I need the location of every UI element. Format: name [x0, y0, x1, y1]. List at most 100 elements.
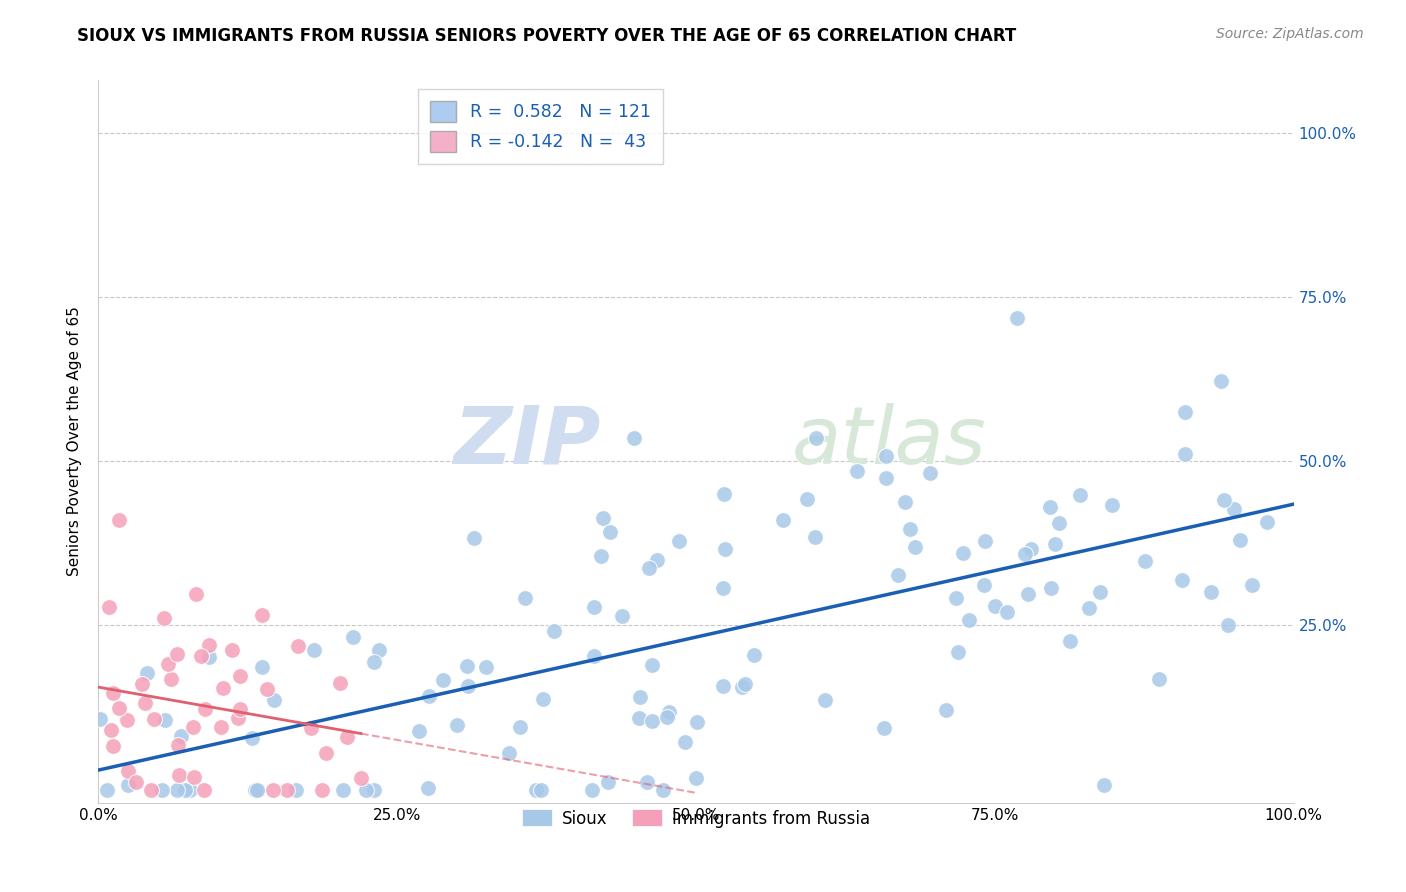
Point [342, 630, 364, 644]
Point [131, 677, 153, 691]
Point [641, 657, 664, 672]
Text: Source: ZipAtlas.com: Source: ZipAtlas.com [1216, 27, 1364, 41]
Point [89, 712, 111, 726]
Point [1069, 487, 1091, 501]
Point [713, 487, 735, 501]
Point [1088, 584, 1111, 599]
Point [1133, 554, 1156, 568]
Point [285, 782, 308, 797]
Point [193, 782, 215, 797]
Point [1039, 582, 1062, 596]
Point [935, 703, 957, 717]
Point [173, 782, 195, 797]
Point [647, 553, 669, 567]
Point [946, 645, 969, 659]
Point [1017, 587, 1039, 601]
Point [179, 782, 201, 797]
Point [96, 782, 118, 797]
Point [596, 775, 619, 789]
Point [139, 782, 162, 797]
Point [973, 578, 995, 592]
Point [1077, 601, 1099, 615]
Point [457, 679, 479, 693]
Point [159, 672, 181, 686]
Point [636, 775, 658, 789]
Point [1059, 634, 1081, 648]
Point [1047, 516, 1070, 531]
Point [150, 782, 173, 797]
Point [957, 613, 980, 627]
Point [638, 561, 661, 575]
Point [302, 642, 325, 657]
Point [668, 534, 690, 549]
Point [103, 739, 125, 753]
Point [252, 607, 274, 622]
Point [599, 524, 621, 539]
Point [117, 764, 139, 779]
Point [1101, 498, 1123, 512]
Text: SIOUX VS IMMIGRANTS FROM RUSSIA SENIORS POVERTY OVER THE AGE OF 65 CORRELATION C: SIOUX VS IMMIGRANTS FROM RUSSIA SENIORS … [77, 27, 1017, 45]
Point [685, 772, 707, 786]
Point [250, 659, 273, 673]
Point [221, 643, 243, 657]
Y-axis label: Seniors Poverty Over the Age of 65: Seniors Poverty Over the Age of 65 [67, 307, 83, 576]
Point [183, 720, 205, 734]
Point [711, 679, 734, 693]
Point [117, 779, 139, 793]
Point [197, 649, 219, 664]
Point [1213, 493, 1236, 508]
Point [1019, 542, 1042, 557]
Point [651, 782, 673, 797]
Point [1201, 584, 1223, 599]
Point [742, 648, 765, 662]
Point [1170, 573, 1192, 587]
Point [1229, 533, 1251, 547]
Point [246, 782, 269, 797]
Point [136, 665, 159, 680]
Point [898, 522, 921, 536]
Point [875, 471, 897, 485]
Point [1005, 310, 1028, 325]
Point [530, 782, 553, 797]
Point [229, 702, 252, 716]
Point [655, 710, 678, 724]
Point [332, 782, 354, 797]
Point [186, 587, 208, 601]
Point [945, 591, 967, 605]
Point [226, 711, 249, 725]
Point [108, 701, 131, 715]
Point [686, 714, 709, 729]
Point [475, 660, 498, 674]
Point [628, 690, 651, 705]
Point [124, 775, 146, 789]
Point [166, 648, 188, 662]
Point [515, 591, 537, 606]
Point [101, 686, 124, 700]
Point [368, 642, 391, 657]
Point [734, 677, 756, 691]
Text: ZIP: ZIP [453, 402, 600, 481]
Point [363, 782, 385, 797]
Point [183, 770, 205, 784]
Point [984, 599, 1007, 613]
Point [190, 648, 212, 663]
Point [1092, 778, 1115, 792]
Point [903, 540, 925, 554]
Point [432, 673, 454, 687]
Point [796, 492, 818, 507]
Point [97, 600, 120, 615]
Point [1216, 617, 1239, 632]
Point [673, 734, 696, 748]
Text: atlas: atlas [792, 402, 987, 481]
Legend: Sioux, Immigrants from Russia: Sioux, Immigrants from Russia [515, 803, 877, 834]
Point [315, 746, 337, 760]
Point [276, 782, 298, 797]
Point [1039, 500, 1062, 514]
Point [167, 738, 190, 752]
Point [714, 542, 737, 557]
Point [995, 605, 1018, 619]
Point [612, 609, 634, 624]
Point [115, 714, 138, 728]
Point [920, 466, 942, 480]
Point [263, 693, 285, 707]
